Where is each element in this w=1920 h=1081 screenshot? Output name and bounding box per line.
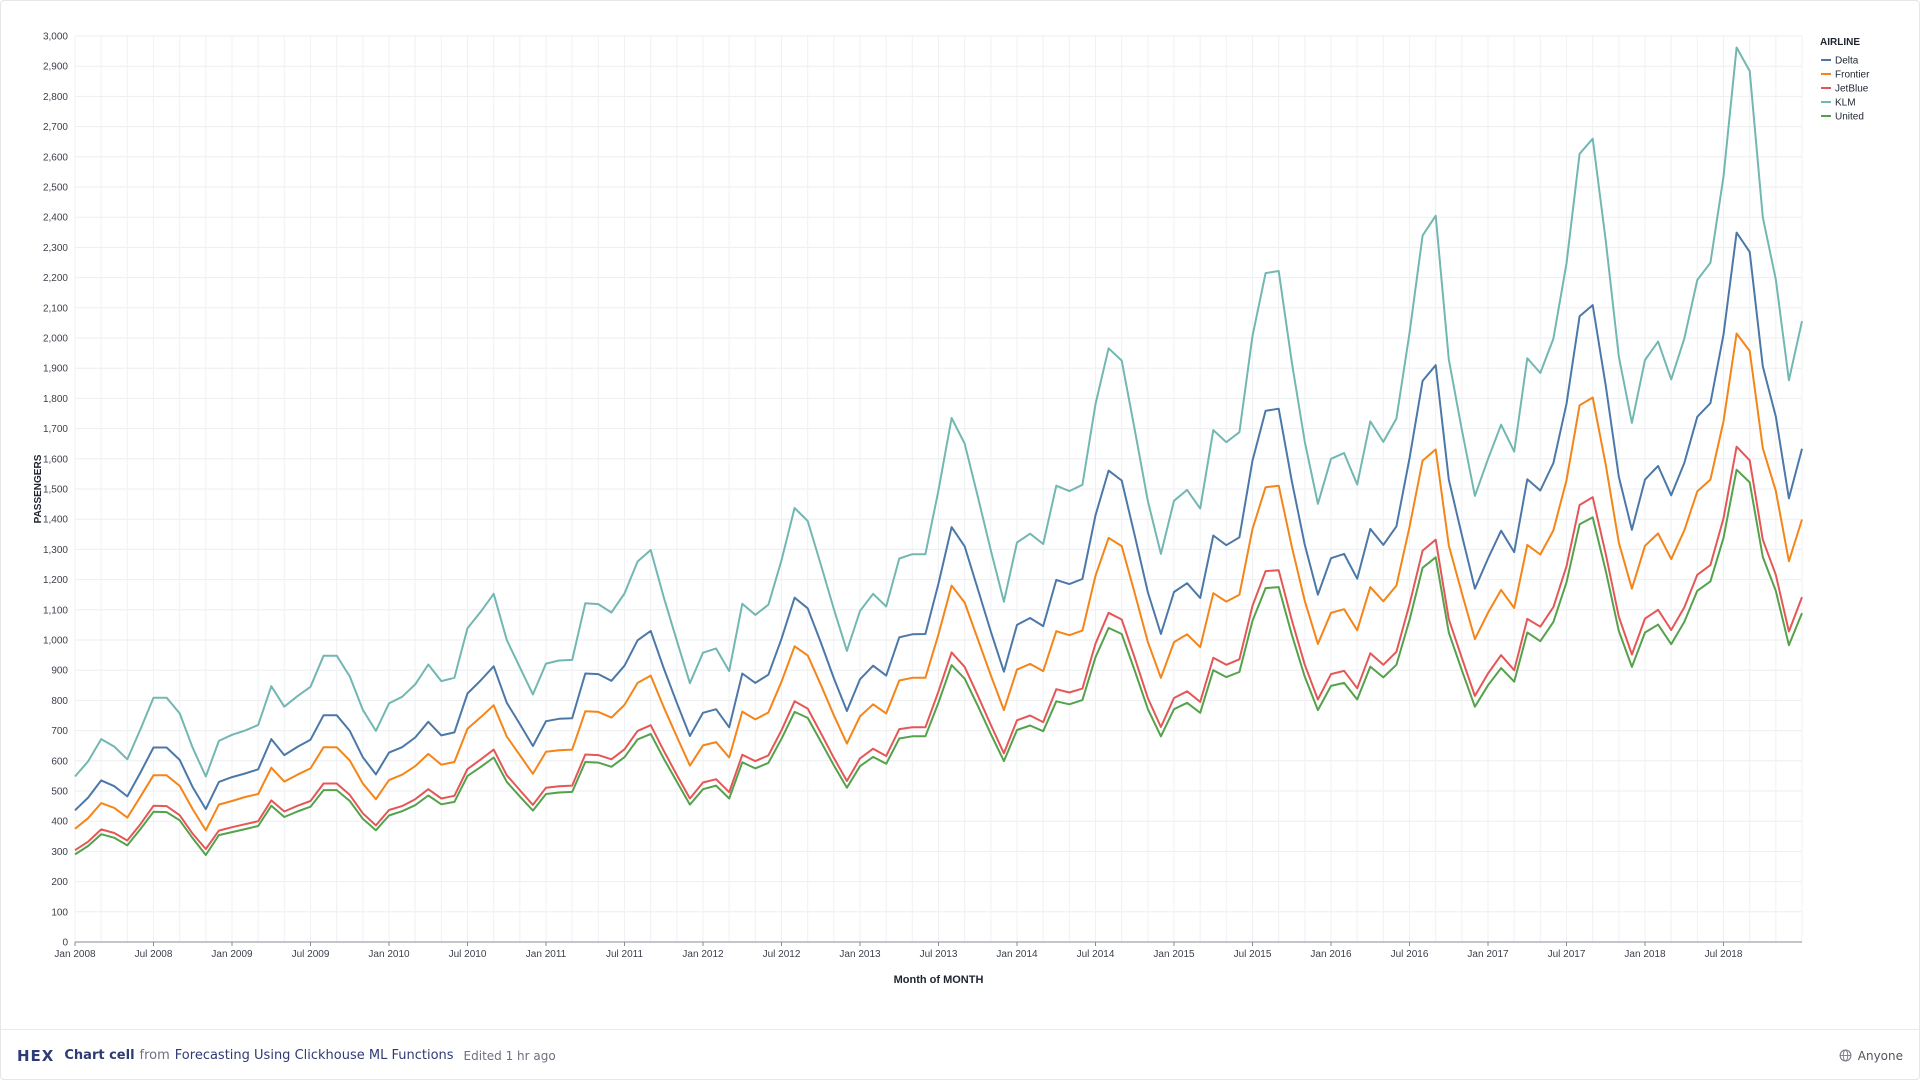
x-tick-label: Jul 2017 <box>1548 949 1586 960</box>
y-tick-label: 2,400 <box>43 213 68 224</box>
y-tick-label: 400 <box>51 817 68 828</box>
series-line-jetblue[interactable] <box>74 445 1803 852</box>
x-tick-label: Jul 2013 <box>920 949 958 960</box>
y-tick-label: 1,500 <box>43 485 68 496</box>
from-label: from <box>139 1048 170 1063</box>
legend-label-klm[interactable]: KLM <box>1835 98 1856 109</box>
series-line-united[interactable] <box>74 468 1803 856</box>
passengers-line-chart: 0 100 200 300 400 500 600 700 800 900 1,000 1,100 1,… <box>33 32 1870 987</box>
y-tick-label: 1,100 <box>43 605 68 616</box>
y-tick-label: 2,900 <box>43 62 68 73</box>
legend-title: AIRLINE <box>1820 37 1860 48</box>
sharing-label: Anyone <box>1857 1048 1903 1063</box>
legend-items: Delta Frontier JetBlue KLM United <box>1821 56 1870 123</box>
legend-label-united[interactable]: United <box>1835 112 1864 123</box>
y-tick-label: 2,000 <box>43 334 68 345</box>
y-tick-label: 300 <box>51 847 68 858</box>
globe-icon <box>1839 1049 1852 1062</box>
y-tick-label: 200 <box>51 877 68 888</box>
x-tick-label: Jul 2012 <box>763 949 801 960</box>
x-tick-label: Jul 2016 <box>1391 949 1429 960</box>
y-tick-label: 1,400 <box>43 515 68 526</box>
y-tick-label: 1,700 <box>43 424 68 435</box>
series-line-frontier[interactable] <box>74 332 1803 832</box>
series-line-delta[interactable] <box>74 231 1803 812</box>
hex-logo[interactable]: HEX <box>17 1046 55 1065</box>
edited-timestamp: Edited 1 hr ago <box>463 1048 556 1063</box>
y-tick-label: 2,100 <box>43 303 68 314</box>
x-tick-label: Jul 2008 <box>135 949 173 960</box>
x-tick-label: Jan 2017 <box>1467 949 1509 960</box>
y-axis-title: PASSENGERS <box>33 454 44 523</box>
x-tick-label: Jan 2013 <box>839 949 881 960</box>
y-tick-label: 2,200 <box>43 273 68 284</box>
y-tick-label: 2,600 <box>43 152 68 163</box>
y-tick-label: 1,900 <box>43 364 68 375</box>
sharing-status[interactable]: Anyone <box>1839 1049 1903 1063</box>
x-axis-title: Month of MONTH <box>894 974 984 986</box>
x-tick-label: Jul 2014 <box>1077 949 1115 960</box>
x-tick-label: Jan 2008 <box>54 949 96 960</box>
y-tick-label: 2,500 <box>43 183 68 194</box>
cell-footer: HEX Chart cell from Forecasting Using Cl… <box>1 1029 1919 1081</box>
y-tick-label: 800 <box>51 696 68 707</box>
cell-type-label: Chart cell <box>64 1048 135 1063</box>
y-tick-label: 1,000 <box>43 636 68 647</box>
y-axis-ticks: 0 100 200 300 400 500 600 700 800 900 1,000 1,100 1,… <box>43 32 68 949</box>
x-axis-ticks: Jan 2008 Jul 2008 Jan 2009 Jul 2009 Jan 2010… <box>54 942 1743 960</box>
x-tick-label: Jul 2018 <box>1705 949 1743 960</box>
series-lines <box>74 46 1803 856</box>
x-tick-label: Jul 2011 <box>606 949 644 960</box>
x-tick-label: Jan 2016 <box>1310 949 1352 960</box>
x-tick-label: Jan 2010 <box>368 949 410 960</box>
y-tick-label: 100 <box>51 907 68 918</box>
x-tick-label: Jul 2015 <box>1234 949 1272 960</box>
x-tick-label: Jul 2010 <box>449 949 487 960</box>
y-tick-label: 700 <box>51 726 68 737</box>
project-link[interactable]: Forecasting Using Clickhouse ML Function… <box>174 1048 454 1063</box>
y-tick-label: 500 <box>51 787 68 798</box>
y-tick-label: 1,200 <box>43 575 68 586</box>
y-tick-label: 900 <box>51 666 68 677</box>
y-tick-label: 1,600 <box>43 454 68 465</box>
legend-label-jetblue[interactable]: JetBlue <box>1835 84 1869 95</box>
y-tick-label: 1,800 <box>43 394 68 405</box>
y-tick-label: 2,800 <box>43 92 68 103</box>
x-tick-label: Jan 2018 <box>1624 949 1666 960</box>
legend-label-frontier[interactable]: Frontier <box>1835 70 1870 81</box>
x-tick-label: Jul 2009 <box>292 949 330 960</box>
series-line-klm[interactable] <box>74 46 1803 778</box>
x-tick-label: Jan 2015 <box>1153 949 1195 960</box>
y-tick-label: 0 <box>62 938 68 949</box>
legend[interactable]: AIRLINE Delta Frontier JetBlue KLM United <box>1820 37 1870 123</box>
x-tick-label: Jan 2011 <box>526 949 567 960</box>
x-tick-label: Jan 2014 <box>996 949 1038 960</box>
y-tick-label: 600 <box>51 756 68 767</box>
y-tick-label: 1,300 <box>43 545 68 556</box>
x-tick-label: Jan 2012 <box>682 949 724 960</box>
x-tick-label: Jan 2009 <box>211 949 253 960</box>
legend-label-delta[interactable]: Delta <box>1835 56 1859 67</box>
y-tick-label: 2,300 <box>43 243 68 254</box>
y-tick-label: 3,000 <box>43 32 68 43</box>
y-tick-label: 2,700 <box>43 122 68 133</box>
